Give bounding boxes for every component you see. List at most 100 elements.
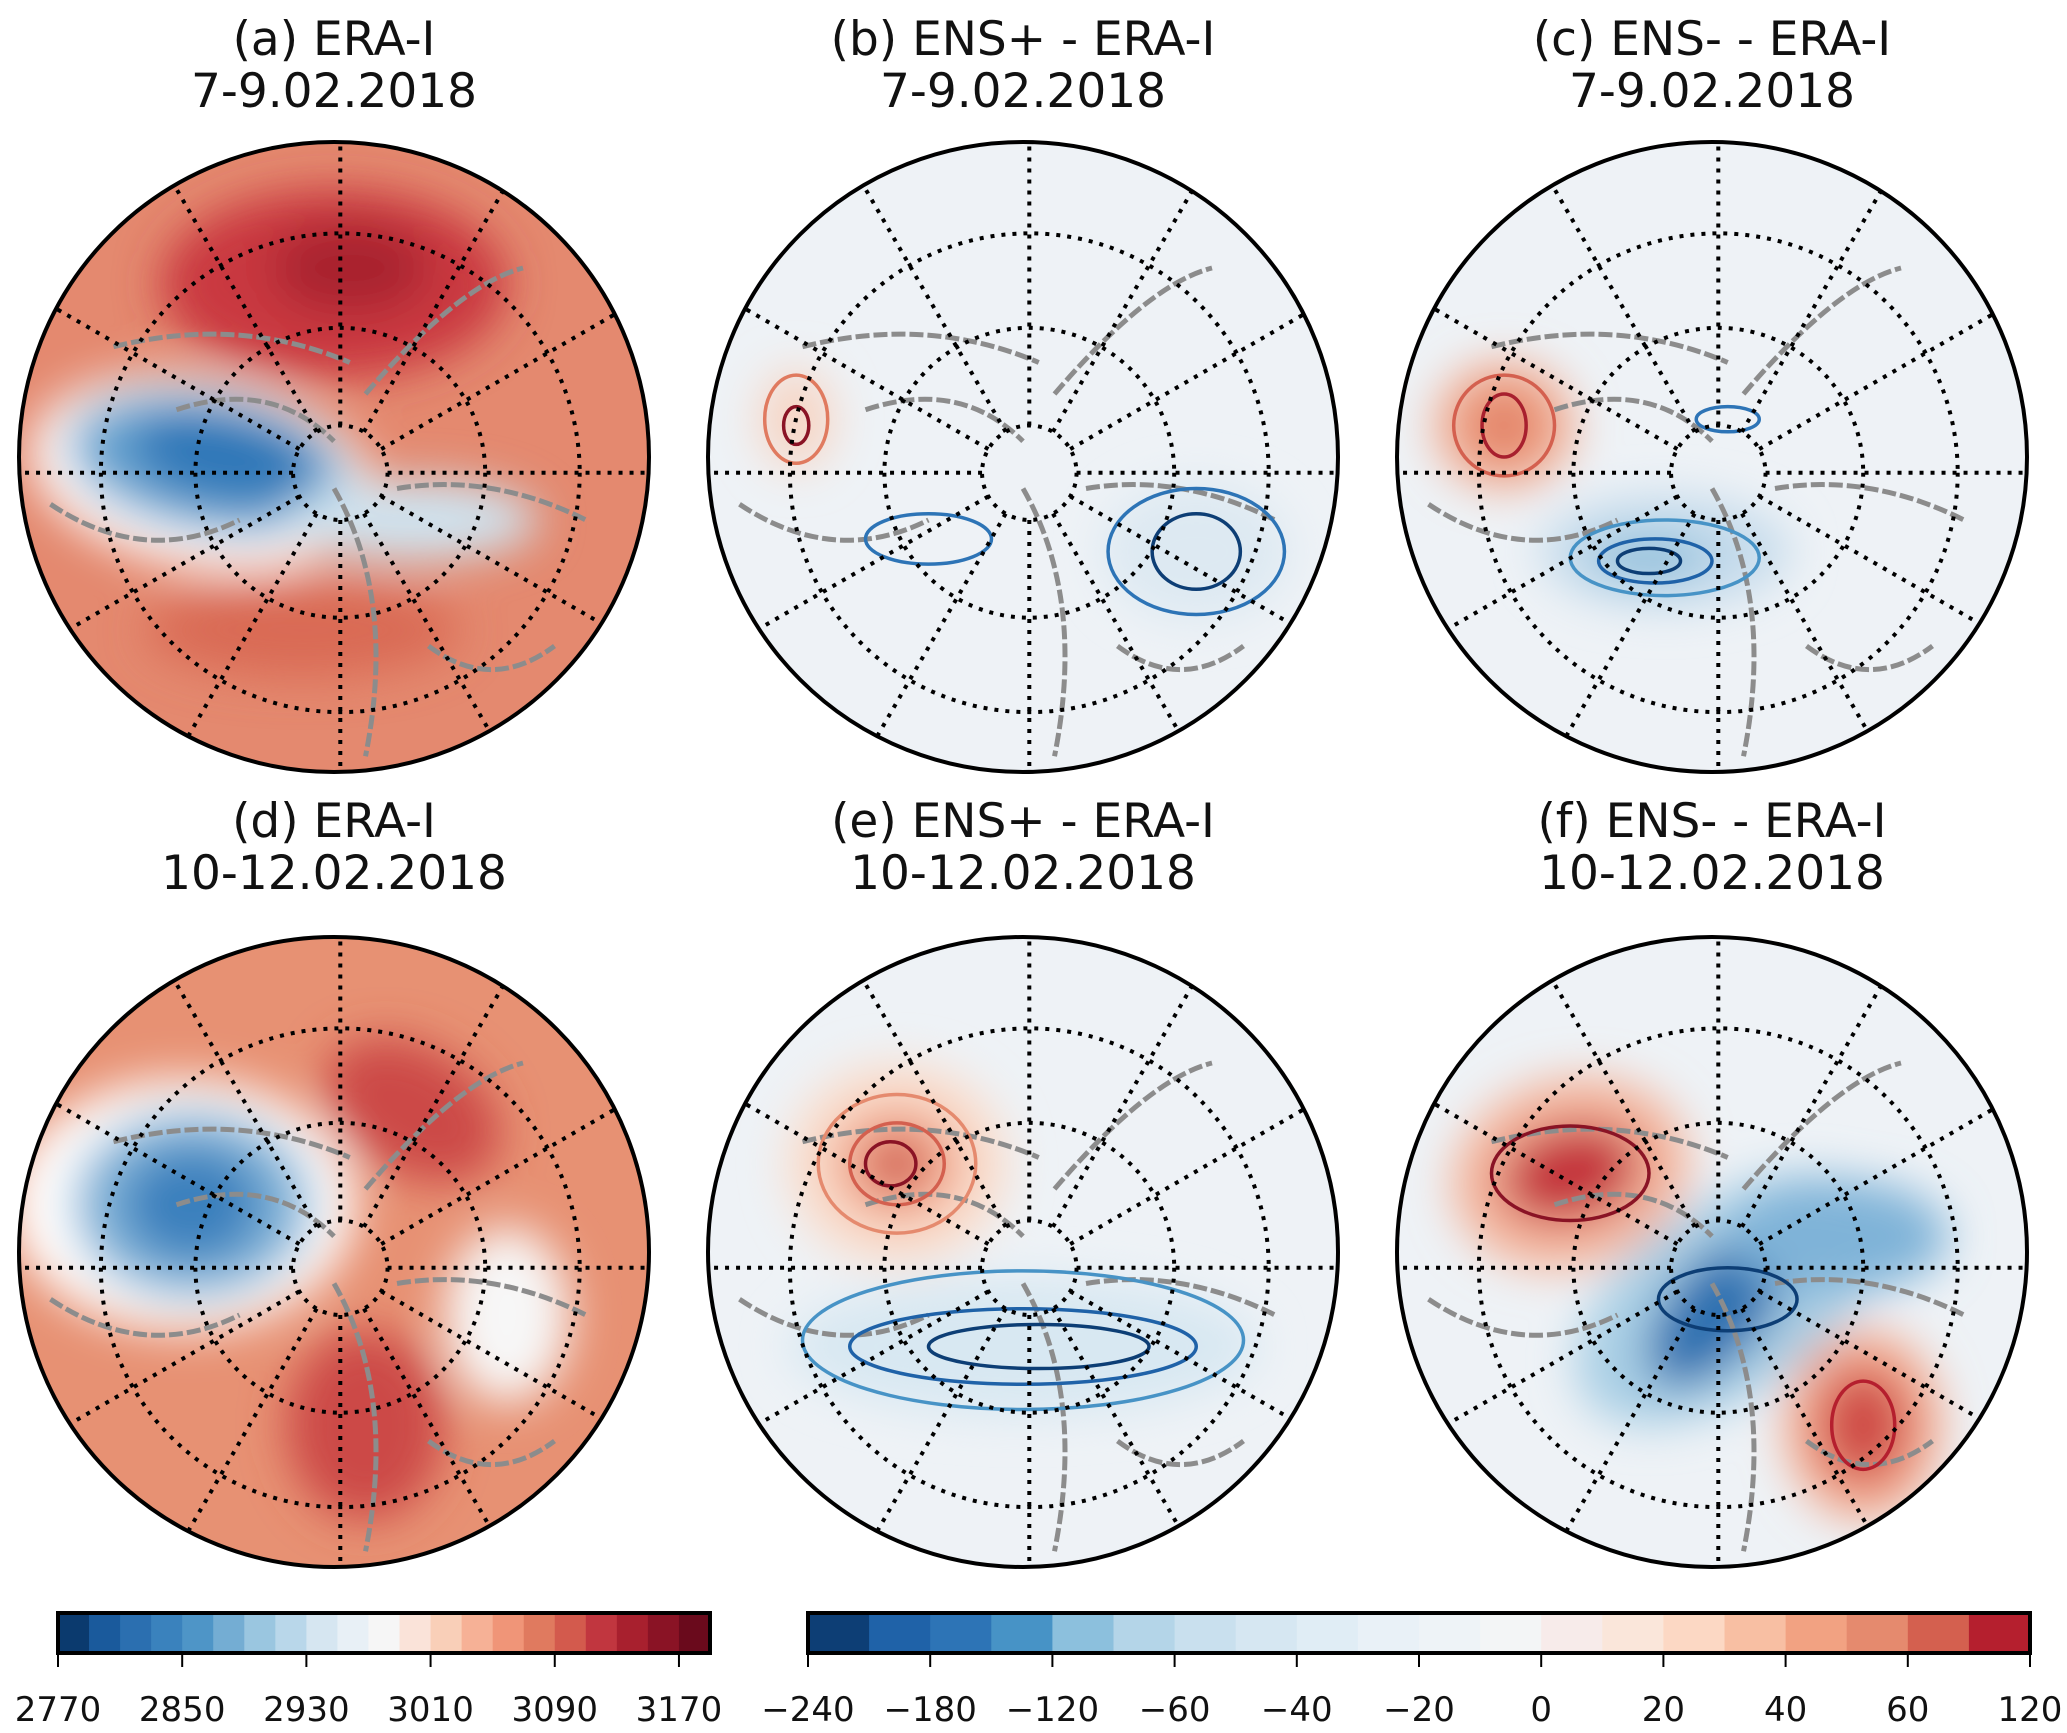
colorbar-tick-label: −240 [761, 1690, 855, 1730]
panel-d-title: (d) ERA-I 10-12.02.2018 [0, 796, 684, 900]
latitude-circle [787, 231, 1271, 715]
latitude-circle [882, 325, 1177, 620]
coastline [1553, 1191, 1714, 1239]
colorbar-frame [56, 1611, 712, 1655]
anomaly-blob [122, 1148, 262, 1262]
colorbar-bin [151, 1613, 183, 1653]
contour-line [848, 1306, 1198, 1387]
coastline [1774, 1277, 1966, 1318]
graticule [19, 142, 649, 772]
coastline [49, 1297, 241, 1338]
panel-date: 7-9.02.2018 [1568, 64, 1856, 119]
coastlines [1427, 265, 1966, 757]
colorbar-bin [1724, 1613, 1787, 1653]
coastline [1052, 1060, 1213, 1191]
coastline [49, 502, 241, 543]
map-panel-f [1395, 935, 2029, 1569]
anomaly-blob [871, 1141, 923, 1186]
colorbar-bin [647, 1613, 680, 1653]
latitude-circle [1476, 231, 1960, 715]
colorbar-bin [616, 1613, 649, 1653]
anomaly-blob [145, 583, 460, 678]
contour-line [1656, 1266, 1799, 1333]
colorbar-geopotential-height [56, 1611, 712, 1667]
colorbar-bin [182, 1613, 214, 1653]
latitude-circle [193, 1120, 488, 1415]
coastline [1805, 1438, 1934, 1467]
colorbar-tick-label: −180 [883, 1690, 977, 1730]
colorbar-bin [1113, 1613, 1176, 1653]
colorbar-bin [1602, 1613, 1664, 1653]
coastline [427, 643, 556, 672]
anomaly-blob [286, 479, 539, 561]
colorbar-bin [89, 1613, 121, 1653]
colorbar-bin [430, 1613, 463, 1653]
anomaly-blob [444, 1226, 571, 1404]
colorbar-bin [1846, 1613, 1909, 1653]
coastline [1116, 1438, 1245, 1467]
contour-line [1451, 373, 1557, 478]
coastline [1490, 331, 1729, 365]
contour-line [800, 1269, 1246, 1412]
contour-line [1615, 546, 1683, 576]
colorbar-bin [492, 1613, 525, 1653]
coastline [801, 1126, 1040, 1160]
colorbar-bin [337, 1613, 369, 1653]
colorbar-bin [1480, 1613, 1542, 1653]
coastline [1427, 502, 1619, 543]
contour-line [1480, 392, 1528, 459]
colorbar-bin [1052, 1613, 1114, 1653]
colorbar-bin [1785, 1613, 1848, 1653]
panel-date: 10-12.02.2018 [1539, 846, 1885, 901]
colorbar-bin [808, 1613, 870, 1653]
colorbar-bin [1235, 1613, 1298, 1653]
panel-label: (a) ERA-I [232, 12, 436, 67]
colorbar-bin [991, 1613, 1053, 1653]
coastline [112, 331, 351, 365]
colorbar-bin [461, 1613, 494, 1653]
panel-label: (c) ENS- - ERA-I [1532, 12, 1892, 67]
coastline [1709, 1282, 1757, 1552]
latitude-circle [98, 1026, 582, 1510]
colorbar-bin [1419, 1613, 1481, 1653]
contour-line [1829, 1379, 1897, 1472]
graticule [708, 937, 1338, 1567]
map-background [708, 937, 1338, 1567]
colorbar-tick-label: 40 [1763, 1690, 1808, 1730]
panel-e-title: (e) ENS+ - ERA-I 10-12.02.2018 [673, 796, 1373, 900]
map-panel-d [17, 935, 651, 1569]
colorbar-bin [1174, 1613, 1237, 1653]
anomaly-blob [786, 1277, 1260, 1416]
map-boundary [706, 935, 1340, 1569]
anomaly-blob [1586, 535, 1712, 580]
coastline [396, 482, 588, 523]
colorbar-bin [1541, 1613, 1603, 1653]
coastline [1116, 643, 1245, 672]
contour-line [816, 1092, 978, 1235]
graticule [1397, 937, 2027, 1567]
map-panel-a [17, 140, 651, 774]
colorbar-bin [58, 1613, 90, 1653]
coastlines [49, 1060, 588, 1552]
coastline [1427, 1297, 1619, 1338]
coastline [864, 396, 1025, 444]
colorbar-bin [275, 1613, 307, 1653]
colorbar-bin [554, 1613, 587, 1653]
map-boundary [706, 140, 1340, 774]
coastline [1020, 1282, 1068, 1552]
graticule [708, 142, 1338, 772]
colorbar-bin [678, 1613, 711, 1653]
anomaly-blob [271, 223, 429, 313]
coastline [331, 1282, 379, 1552]
map-boundary [1395, 935, 2029, 1569]
latitude-circle [787, 1026, 1271, 1510]
contour-line [1106, 486, 1287, 617]
anomaly-blob [1819, 1368, 1908, 1482]
colorbar-bin [1296, 1613, 1359, 1653]
colorbar-bin [368, 1613, 401, 1653]
panel-b-title: (b) ENS+ - ERA-I 7-9.02.2018 [673, 14, 1373, 118]
coastline [175, 396, 336, 444]
graticule [19, 937, 649, 1567]
colorbar-tick-label: −60 [1138, 1690, 1211, 1730]
panel-date: 10-12.02.2018 [850, 846, 1196, 901]
